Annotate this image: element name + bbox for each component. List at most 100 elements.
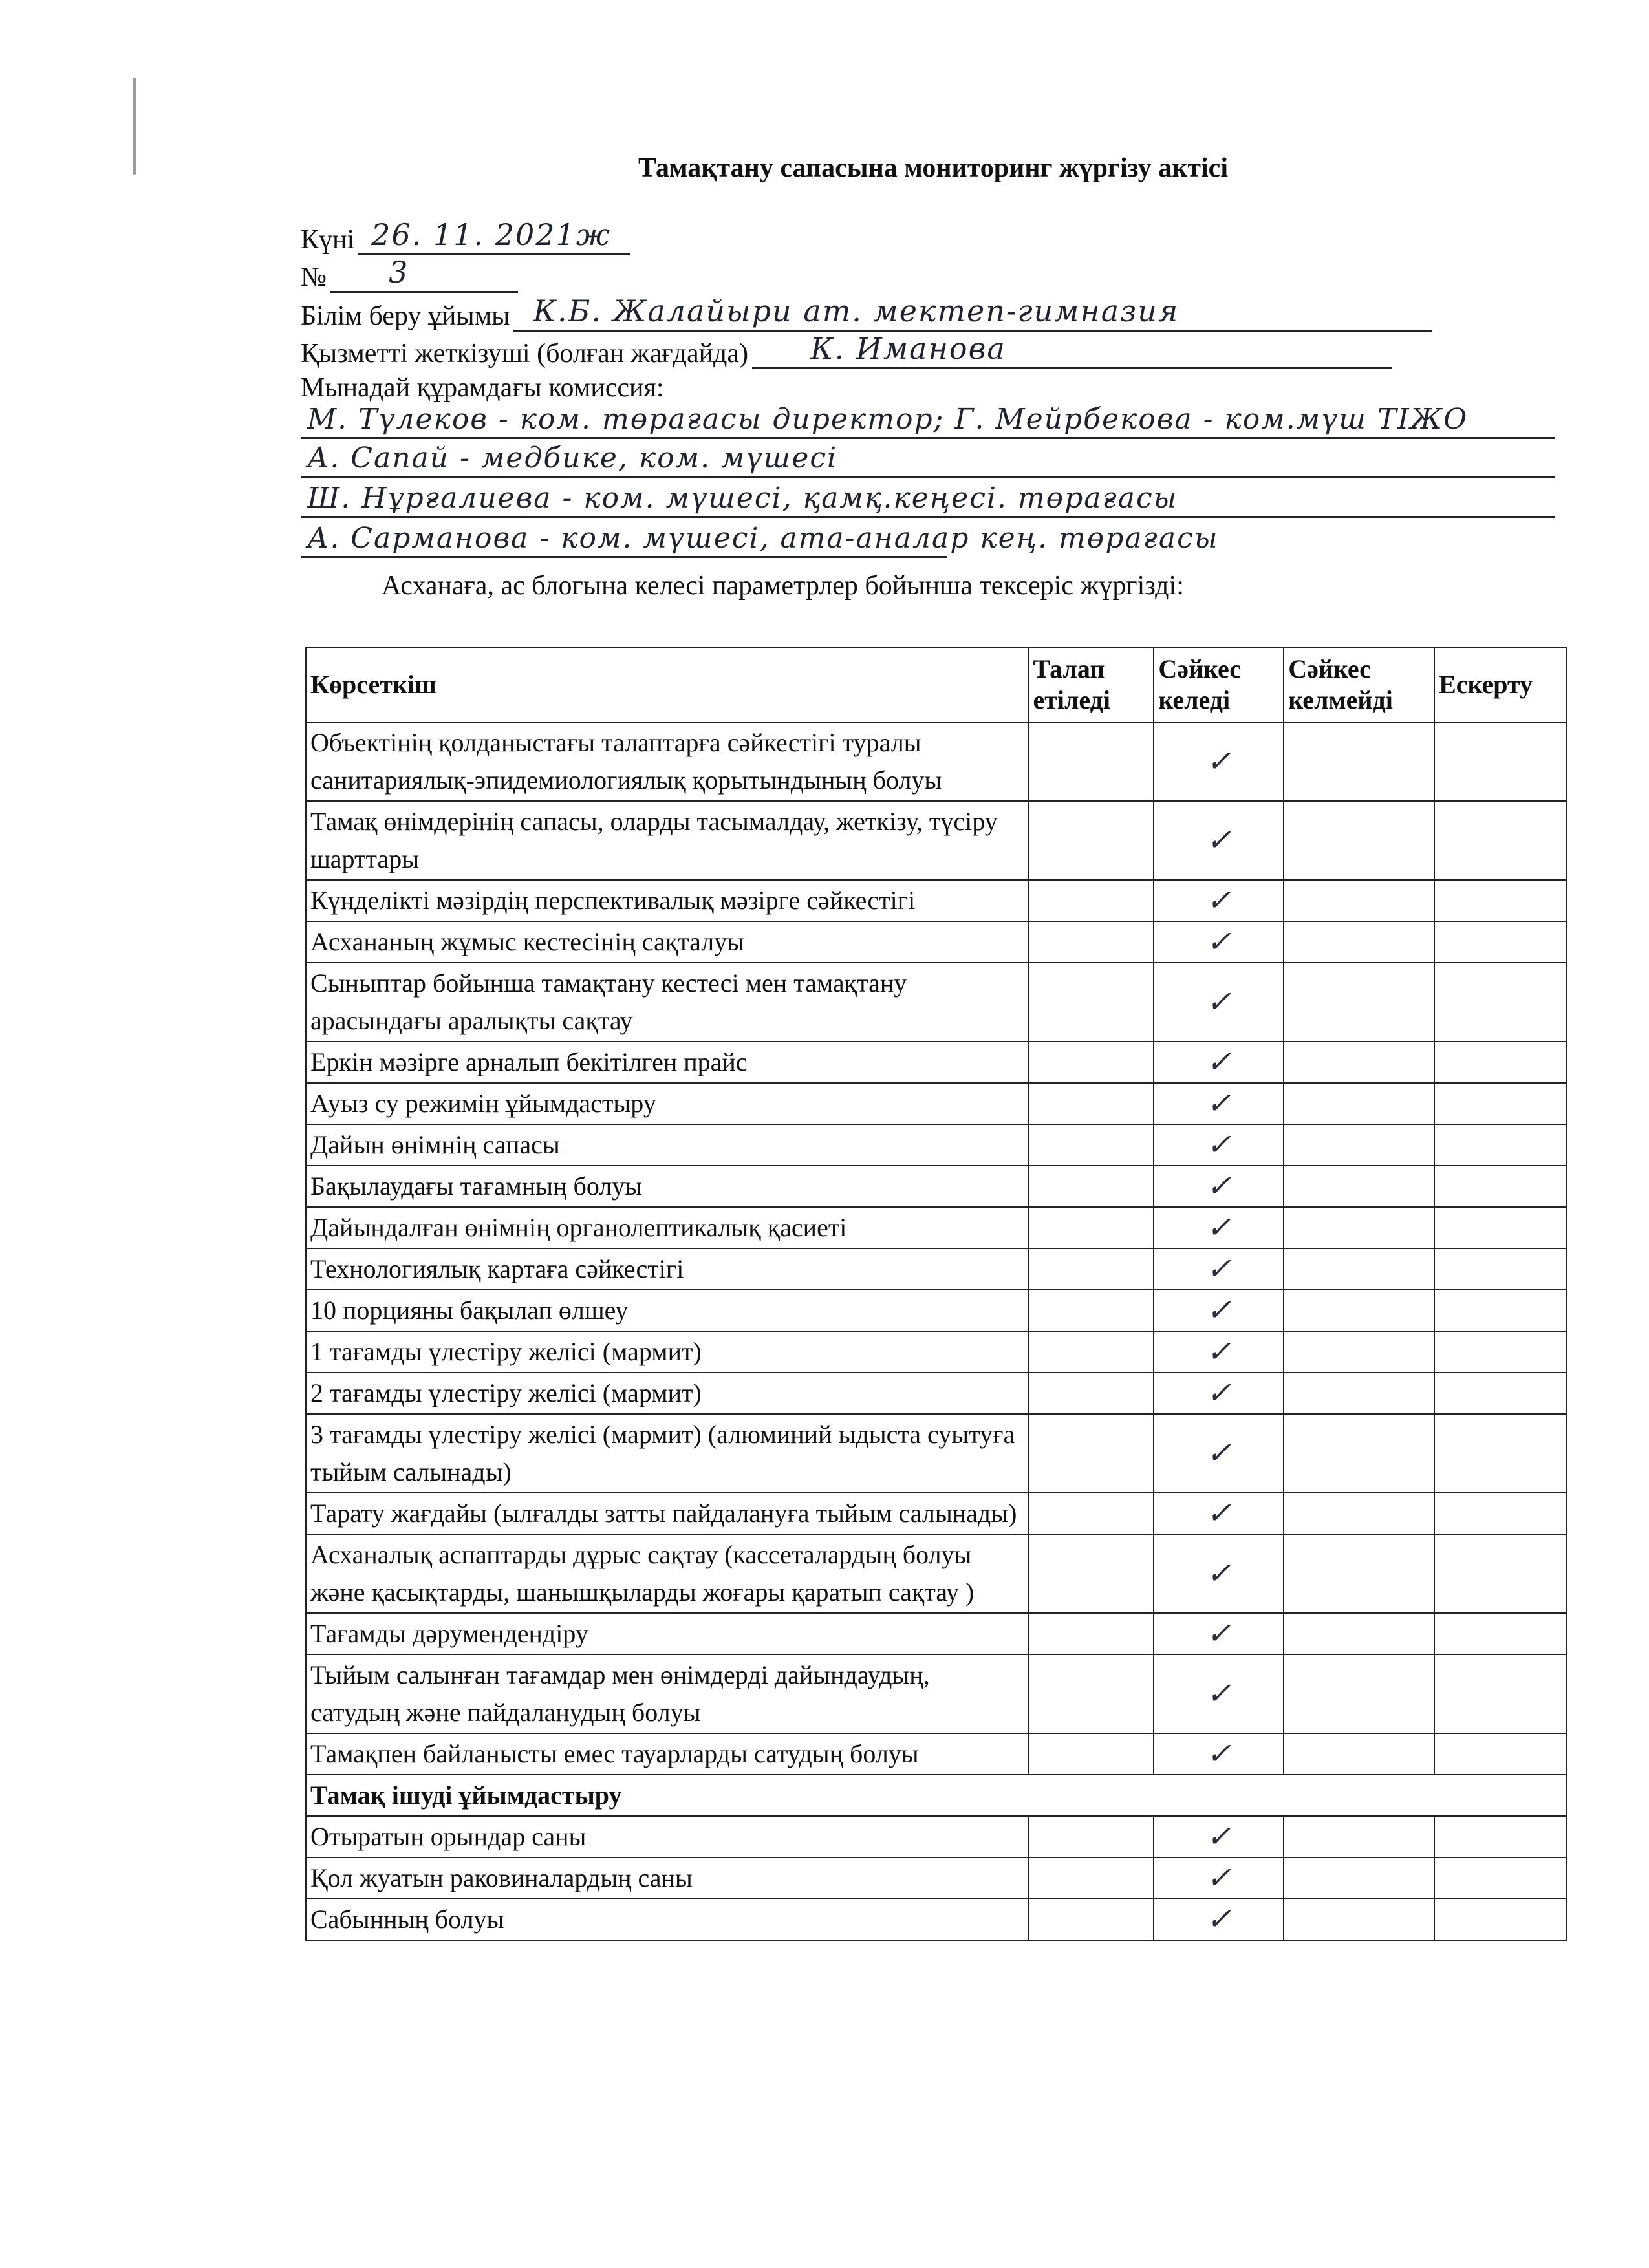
table-row: Қол жуатын раковиналардың саны ✓ bbox=[305, 1857, 1567, 1899]
complies-cell: ✓ bbox=[1153, 879, 1285, 922]
header-required: Талап етіледі bbox=[1028, 647, 1155, 723]
table-row: 1 тағамды үлестіру желісі (мармит) ✓ bbox=[305, 1331, 1567, 1373]
complies-cell: ✓ bbox=[1153, 1612, 1285, 1655]
indicator-cell: Технологиялық картаға сәйкестігі bbox=[305, 1248, 1029, 1290]
required-cell bbox=[1028, 1082, 1155, 1125]
complies-cell: ✓ bbox=[1153, 1492, 1285, 1535]
not-complies-cell bbox=[1283, 1041, 1436, 1084]
table-row: Асхананың жұмыс кестесінің сақталуы ✓ bbox=[305, 921, 1567, 963]
complies-cell: ✓ bbox=[1153, 1857, 1285, 1899]
date-field: Күні 26. 11. 2021ж bbox=[301, 217, 630, 255]
not-complies-cell bbox=[1283, 1372, 1436, 1415]
required-cell bbox=[1028, 1612, 1155, 1655]
not-complies-cell bbox=[1283, 722, 1436, 802]
not-complies-cell bbox=[1283, 1857, 1436, 1899]
complies-cell: ✓ bbox=[1153, 962, 1285, 1042]
table-row: Бақылаудағы тағамның болуы ✓ bbox=[305, 1165, 1567, 1208]
complies-cell: ✓ bbox=[1153, 1372, 1285, 1415]
complies-cell: ✓ bbox=[1153, 1206, 1285, 1249]
not-complies-cell bbox=[1283, 962, 1436, 1042]
required-cell bbox=[1028, 1654, 1155, 1734]
required-cell bbox=[1028, 1413, 1155, 1493]
required-cell bbox=[1028, 1124, 1155, 1166]
provider-label: Қызметті жеткізуші (болған жағдайда) bbox=[301, 339, 749, 369]
indicator-cell: Қол жуатын раковиналардың саны bbox=[305, 1857, 1029, 1899]
not-complies-cell bbox=[1283, 1289, 1436, 1332]
not-complies-cell bbox=[1283, 1082, 1436, 1125]
table-row: Отыратын орындар саны ✓ bbox=[305, 1815, 1567, 1858]
required-cell bbox=[1028, 1815, 1155, 1858]
not-complies-cell bbox=[1283, 1898, 1436, 1941]
table-row: Күнделікті мәзірдің перспективалық мәзір… bbox=[305, 879, 1567, 922]
table-row: Тағамды дәрумендендіру ✓ bbox=[305, 1612, 1567, 1655]
complies-cell: ✓ bbox=[1153, 1248, 1285, 1290]
required-cell bbox=[1028, 1857, 1155, 1899]
indicator-cell: Отыратын орындар саны bbox=[305, 1815, 1029, 1858]
complies-cell: ✓ bbox=[1153, 1289, 1285, 1332]
commission-member: Ш. Нұрғалиева - ком. мүшесі, қамқ.кеңесі… bbox=[307, 482, 1178, 515]
not-complies-cell bbox=[1283, 1124, 1436, 1166]
header-not-complies: Сәйкес келмейді bbox=[1283, 647, 1436, 723]
indicator-cell: Асханалық аспаптарды дұрыс сақтау (кассе… bbox=[305, 1534, 1029, 1614]
complies-cell: ✓ bbox=[1153, 1815, 1285, 1858]
table-row: Дайындалған өнімнің органолептикалық қас… bbox=[305, 1206, 1567, 1249]
required-cell bbox=[1028, 800, 1155, 881]
table-row: 3 тағамды үлестіру желісі (мармит) (алюм… bbox=[305, 1413, 1567, 1493]
number-label: № bbox=[301, 262, 327, 292]
required-cell bbox=[1028, 1206, 1155, 1249]
required-cell bbox=[1028, 962, 1155, 1042]
complies-cell: ✓ bbox=[1153, 800, 1285, 881]
table-row: Сыныптар бойынша тамақтану кестесі мен т… bbox=[305, 962, 1567, 1042]
not-complies-cell bbox=[1283, 921, 1436, 963]
header-note: Ескерту bbox=[1434, 647, 1567, 723]
note-cell bbox=[1434, 1492, 1567, 1535]
table-row: Тарату жағдайы (ылғалды затты пайдалануғ… bbox=[305, 1492, 1567, 1535]
indicator-cell: Тамақ өнімдерінің сапасы, оларды тасымал… bbox=[305, 800, 1029, 881]
header-indicator: Көрсеткіш bbox=[305, 647, 1029, 723]
complies-cell: ✓ bbox=[1153, 1654, 1285, 1734]
indicator-cell: 2 тағамды үлестіру желісі (мармит) bbox=[305, 1372, 1029, 1415]
commission-line: М. Түлеков - ком. төрағасы директор; Г. … bbox=[301, 400, 1555, 439]
indicator-cell: 3 тағамды үлестіру желісі (мармит) (алюм… bbox=[305, 1413, 1029, 1493]
not-complies-cell bbox=[1283, 1815, 1436, 1858]
not-complies-cell bbox=[1283, 879, 1436, 922]
table-row: Дайын өнімнің сапасы ✓ bbox=[305, 1124, 1567, 1166]
note-cell bbox=[1434, 800, 1567, 881]
provider-value: К. Иманова bbox=[810, 331, 1006, 366]
complies-cell: ✓ bbox=[1153, 1331, 1285, 1373]
note-cell bbox=[1434, 1331, 1567, 1373]
note-cell bbox=[1434, 1733, 1567, 1775]
table-row: Тыйым салынған тағамдар мен өнімдерді да… bbox=[305, 1654, 1567, 1734]
required-cell bbox=[1028, 1733, 1155, 1775]
required-cell bbox=[1028, 1289, 1155, 1332]
section-row: Тамақ ішуді ұйымдастыру bbox=[305, 1774, 1567, 1817]
table-row: Асханалық аспаптарды дұрыс сақтау (кассе… bbox=[305, 1534, 1567, 1614]
commission-member: А. Сапай - медбике, ком. мүшесі bbox=[307, 442, 838, 475]
table-header-row: Көрсеткіш Талап етіледі Сәйкес келеді Сә… bbox=[305, 647, 1567, 723]
monitoring-table: Көрсеткіш Талап етіледі Сәйкес келеді Сә… bbox=[305, 647, 1567, 1941]
complies-cell: ✓ bbox=[1153, 1413, 1285, 1493]
provider-field: Қызметті жеткізуші (болған жағдайда) К. … bbox=[301, 331, 1393, 369]
note-cell bbox=[1434, 1413, 1567, 1493]
indicator-cell: Тыйым салынған тағамдар мен өнімдерді да… bbox=[305, 1654, 1029, 1734]
note-cell bbox=[1434, 1248, 1567, 1290]
table-row: Еркін мәзірге арналып бекітілген прайс ✓ bbox=[305, 1041, 1567, 1084]
table-row: 2 тағамды үлестіру желісі (мармит) ✓ bbox=[305, 1372, 1567, 1415]
commission-member: А. Сарманова - ком. мүшесі, ата-аналар к… bbox=[307, 522, 1219, 555]
indicator-cell: 1 тағамды үлестіру желісі (мармит) bbox=[305, 1331, 1029, 1373]
complies-cell: ✓ bbox=[1153, 1534, 1285, 1614]
indicator-cell: Тарату жағдайы (ылғалды затты пайдалануғ… bbox=[305, 1492, 1029, 1535]
org-label: Білім беру ұйымы bbox=[301, 301, 510, 331]
date-label: Күні bbox=[301, 225, 355, 255]
table-row: 10 порцияны бақылап өлшеу ✓ bbox=[305, 1289, 1567, 1332]
commission-line: А. Сарманова - ком. мүшесі, ата-аналар к… bbox=[301, 519, 1218, 558]
required-cell bbox=[1028, 1534, 1155, 1614]
indicator-cell: Ауыз су режимін ұйымдастыру bbox=[305, 1082, 1029, 1125]
complies-cell: ✓ bbox=[1153, 921, 1285, 963]
note-cell bbox=[1434, 1372, 1567, 1415]
org-value: К.Б. Жалайыри ат. мектеп-гимназия bbox=[533, 294, 1180, 328]
indicator-cell: Еркін мәзірге арналып бекітілген прайс bbox=[305, 1041, 1029, 1084]
indicator-cell: Күнделікті мәзірдің перспективалық мәзір… bbox=[305, 879, 1029, 922]
note-cell bbox=[1434, 1898, 1567, 1941]
required-cell bbox=[1028, 1248, 1155, 1290]
